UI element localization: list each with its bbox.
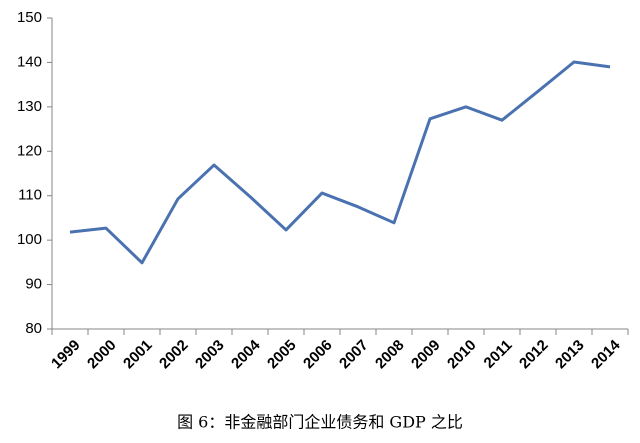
- x-tick-label: 2006: [300, 337, 336, 373]
- y-tick-label: 80: [25, 320, 42, 337]
- x-tick-label: 2004: [228, 336, 264, 372]
- y-tick-label: 90: [25, 276, 42, 293]
- x-tick-label: 2001: [120, 337, 156, 373]
- x-tick-label: 2010: [444, 337, 480, 373]
- x-tick-label: 2003: [192, 337, 228, 373]
- x-tick-label: 2014: [588, 336, 624, 372]
- y-tick-label: 100: [17, 231, 42, 248]
- x-tick-label: 2005: [264, 337, 300, 373]
- y-tick-label: 150: [17, 9, 42, 26]
- x-tick-label: 2011: [481, 337, 516, 372]
- x-tick-label: 2012: [516, 337, 552, 373]
- line: [69, 60, 611, 265]
- x-tick-label: 2000: [84, 337, 120, 373]
- y-tick-label: 130: [17, 98, 42, 115]
- x-tick-label: 2013: [552, 337, 588, 373]
- x-tick-label: 2008: [372, 337, 408, 373]
- y-tick-label: 110: [18, 187, 42, 204]
- x-tick-label: 2007: [336, 337, 372, 373]
- y-tick-label: 120: [17, 142, 42, 159]
- chart-title: 图 6：非金融部门企业债务和 GDP 之比: [177, 413, 463, 432]
- x-tick-label: 1999: [48, 337, 84, 373]
- y-tick-label: 140: [17, 53, 42, 70]
- x-tick-label: 2002: [156, 337, 192, 373]
- x-tick-label: 2009: [408, 337, 444, 373]
